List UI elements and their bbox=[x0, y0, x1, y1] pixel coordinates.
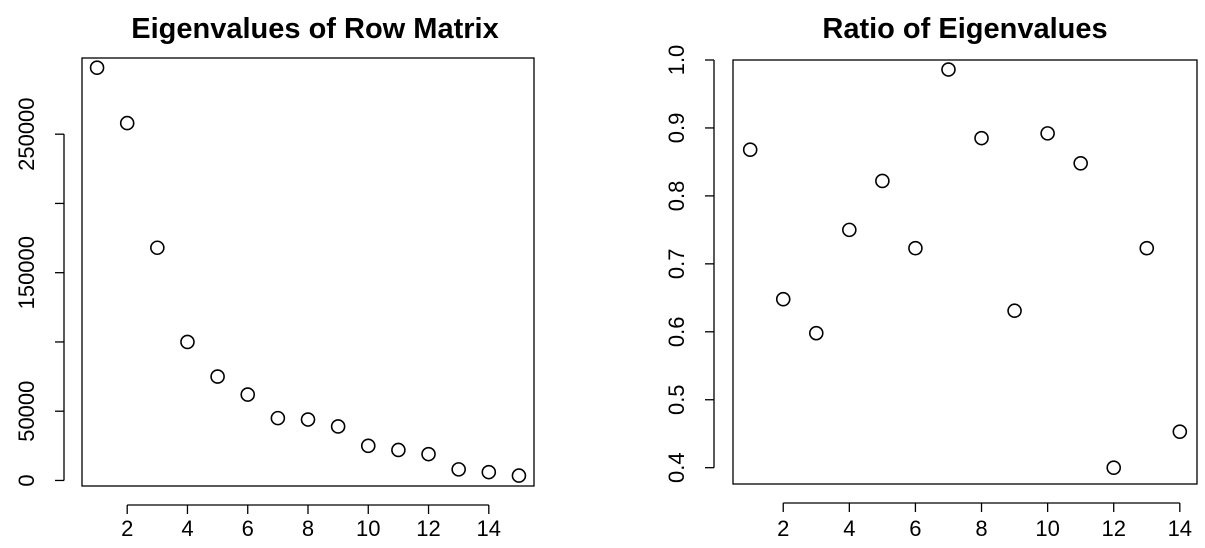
data-points bbox=[89, 60, 527, 483]
data-point bbox=[1172, 424, 1188, 439]
y-axis: 0.4 0.5 0.6 0.7 0.8 0.9 1.0 bbox=[664, 45, 715, 483]
data-point bbox=[451, 462, 466, 477]
x-tick-label: 4 bbox=[181, 516, 193, 541]
chart-title: Eigenvalues of Row Matrix bbox=[131, 13, 498, 45]
data-point bbox=[421, 446, 436, 462]
y-tick-label: 0 bbox=[14, 474, 39, 486]
data-point bbox=[1139, 240, 1155, 256]
data-point bbox=[511, 468, 527, 483]
x-tick-label: 12 bbox=[416, 516, 440, 541]
plot-box bbox=[81, 57, 535, 487]
plot-box bbox=[732, 59, 1198, 485]
x-tick-label: 2 bbox=[121, 516, 133, 541]
data-point bbox=[808, 325, 824, 341]
x-tick-label: 8 bbox=[302, 516, 314, 541]
data-point bbox=[150, 240, 165, 256]
data-points bbox=[742, 62, 1188, 475]
y-tick-label: 1.0 bbox=[664, 45, 689, 76]
data-point bbox=[1106, 460, 1122, 475]
data-point bbox=[270, 410, 286, 426]
chart-title: Ratio of Eigenvalues bbox=[822, 13, 1107, 45]
y-axis: 0 50000 150000 250000 bbox=[14, 97, 65, 487]
data-point bbox=[391, 442, 406, 458]
y-tick-label: 0.9 bbox=[664, 113, 689, 144]
data-point bbox=[742, 142, 758, 157]
data-point bbox=[330, 419, 346, 434]
data-point bbox=[481, 464, 497, 480]
x-tick-label: 4 bbox=[843, 516, 855, 541]
x-tick-label: 6 bbox=[242, 516, 254, 541]
y-tick-label: 0.5 bbox=[664, 384, 689, 415]
x-tick-label: 14 bbox=[477, 516, 501, 541]
x-tick-label: 10 bbox=[356, 516, 380, 541]
ratio-panel: Ratio of Eigenvalues 2 4 6 8 10 12 14 0.40.50.… bbox=[664, 13, 1198, 541]
y-tick-label: 0.6 bbox=[664, 316, 689, 347]
x-tick-label: 8 bbox=[975, 516, 987, 541]
data-point bbox=[240, 387, 256, 402]
data-point bbox=[941, 62, 956, 77]
data-point bbox=[974, 130, 989, 146]
y-tick-label: 250000 bbox=[14, 97, 39, 170]
data-point bbox=[875, 173, 890, 189]
eigenvalues-panel: Eigenvalues of Row Matrix 2 4 6 8 10 12 14 0 50… bbox=[14, 13, 535, 541]
data-point bbox=[842, 222, 857, 238]
x-tick-label: 2 bbox=[777, 516, 789, 541]
data-point bbox=[360, 438, 376, 454]
x-axis: 2 4 6 8 10 12 14 bbox=[121, 504, 501, 541]
y-tick-label: 0.8 bbox=[664, 181, 689, 212]
x-tick-label: 6 bbox=[909, 516, 921, 541]
data-point bbox=[908, 240, 923, 256]
x-axis: 2 4 6 8 10 12 14 bbox=[777, 502, 1192, 541]
x-tick-label: 12 bbox=[1101, 516, 1125, 541]
y-tick-label: 0.7 bbox=[664, 249, 689, 280]
y-tick-label: 0.4 bbox=[664, 452, 689, 483]
data-point bbox=[300, 412, 316, 427]
y-tick-label: 150000 bbox=[14, 236, 39, 309]
data-point bbox=[1007, 303, 1022, 319]
data-point bbox=[119, 115, 135, 131]
y-tick-label: 50000 bbox=[14, 381, 39, 442]
x-tick-label: 14 bbox=[1168, 516, 1192, 541]
data-point bbox=[1040, 126, 1055, 141]
data-point bbox=[775, 291, 791, 307]
data-point bbox=[180, 334, 195, 350]
x-tick-label: 10 bbox=[1035, 516, 1059, 541]
data-point bbox=[210, 369, 225, 384]
data-point bbox=[89, 60, 105, 75]
data-point bbox=[1073, 155, 1088, 171]
